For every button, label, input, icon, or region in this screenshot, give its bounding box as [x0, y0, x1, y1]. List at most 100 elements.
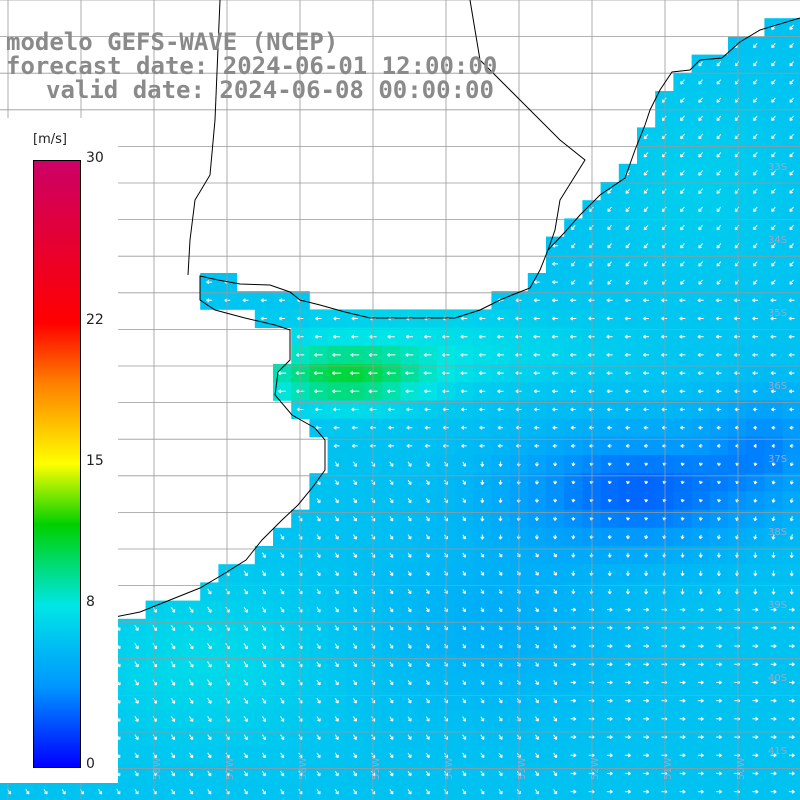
- wind-arrow: [243, 679, 248, 686]
- wind-arrow: [716, 588, 721, 595]
- wind-arrow: [661, 371, 668, 376]
- wind-arrow: [498, 534, 503, 540]
- wind-arrow: [643, 443, 648, 448]
- wind-arrow: [553, 571, 557, 576]
- wind-arrow: [553, 643, 557, 649]
- wind-arrow: [351, 334, 359, 339]
- wind-arrow: [206, 280, 213, 285]
- wind-arrow: [771, 425, 776, 430]
- longitude-label: 53W: [517, 757, 528, 780]
- wind-arrow: [770, 735, 777, 740]
- wind-arrow: [679, 771, 686, 776]
- wind-arrow: [425, 680, 430, 686]
- wind-arrow: [134, 752, 139, 759]
- wind-arrow: [715, 298, 722, 303]
- wind-arrow: [278, 389, 286, 394]
- wind-arrow: [316, 770, 321, 777]
- wind-arrow: [644, 534, 649, 540]
- colorbar-tick-label: 22: [86, 311, 104, 328]
- wind-arrow: [207, 716, 212, 722]
- wind-arrow: [734, 334, 740, 339]
- wind-arrow: [788, 698, 795, 703]
- wind-arrow: [497, 425, 504, 430]
- wind-arrow: [643, 625, 650, 630]
- wind-arrow: [788, 352, 795, 357]
- wind-arrow: [207, 588, 212, 595]
- wind-arrow: [553, 607, 557, 613]
- wind-arrow: [698, 133, 703, 140]
- wind-arrow: [716, 552, 721, 558]
- wind-arrow: [716, 680, 722, 685]
- wind-arrow: [753, 61, 758, 67]
- wind-arrow: [351, 316, 358, 321]
- wind-arrow: [478, 316, 486, 321]
- wind-arrow: [716, 735, 722, 740]
- wind-arrow: [789, 407, 794, 412]
- wind-arrow: [425, 625, 430, 631]
- wind-arrow: [352, 734, 357, 740]
- wind-arrow: [625, 570, 630, 577]
- wind-arrow: [698, 588, 703, 595]
- wind-arrow: [461, 443, 467, 448]
- wind-arrow: [789, 588, 794, 595]
- latitude-label: 35S: [768, 308, 787, 319]
- wind-arrow: [350, 352, 360, 357]
- wind-arrow: [316, 661, 321, 668]
- wind-arrow: [480, 498, 485, 504]
- wind-arrow: [389, 516, 394, 522]
- wind-arrow: [334, 716, 339, 722]
- wind-arrow: [752, 371, 758, 376]
- wind-arrow: [334, 661, 339, 668]
- wind-arrow: [351, 425, 358, 430]
- wind-arrow: [551, 389, 558, 394]
- wind-arrow: [607, 480, 612, 485]
- wind-arrow: [753, 534, 758, 540]
- wind-arrow: [716, 133, 722, 140]
- wind-arrow: [607, 243, 612, 249]
- wind-arrow: [625, 735, 631, 740]
- wind-arrow: [771, 97, 776, 103]
- wind-arrow: [279, 643, 285, 650]
- wind-arrow: [752, 735, 759, 740]
- wind-arrow: [625, 534, 630, 540]
- latitude-label: 40S: [768, 673, 787, 684]
- wind-arrow: [534, 752, 539, 759]
- wind-arrow: [462, 680, 466, 686]
- wind-arrow: [498, 698, 503, 704]
- longitude-label: 51W: [663, 757, 674, 780]
- wind-arrow: [679, 625, 686, 630]
- wind-arrow: [752, 133, 758, 140]
- wind-arrow: [407, 698, 412, 704]
- wind-arrow: [316, 716, 321, 722]
- wind-arrow: [625, 588, 630, 595]
- wind-arrow: [734, 407, 740, 412]
- wind-arrow: [661, 425, 667, 430]
- wind-arrow: [553, 734, 558, 740]
- wind-arrow: [280, 588, 285, 595]
- wind-arrow: [460, 371, 468, 376]
- wind-arrow: [333, 407, 341, 412]
- wind-arrow: [679, 789, 686, 794]
- wind-arrow: [624, 352, 631, 357]
- wind-arrow: [680, 443, 685, 448]
- wind-arrow: [352, 661, 357, 668]
- wind-arrow: [680, 261, 685, 267]
- wind-arrow: [386, 352, 396, 357]
- latitude-label: 36S: [768, 381, 787, 392]
- wind-arrow: [498, 680, 503, 686]
- wind-arrow: [425, 770, 430, 777]
- wind-arrow: [752, 389, 758, 394]
- wind-arrow: [770, 716, 777, 721]
- wind-arrow: [425, 716, 430, 722]
- wind-arrow: [316, 789, 321, 795]
- latitude-label: 33S: [768, 162, 787, 173]
- wind-arrow: [771, 170, 776, 176]
- wind-arrow: [716, 625, 722, 630]
- wind-arrow: [625, 680, 631, 685]
- wind-arrow: [716, 389, 722, 394]
- wind-arrow: [207, 752, 212, 759]
- wind-arrow: [625, 261, 631, 267]
- wind-arrow: [625, 188, 631, 194]
